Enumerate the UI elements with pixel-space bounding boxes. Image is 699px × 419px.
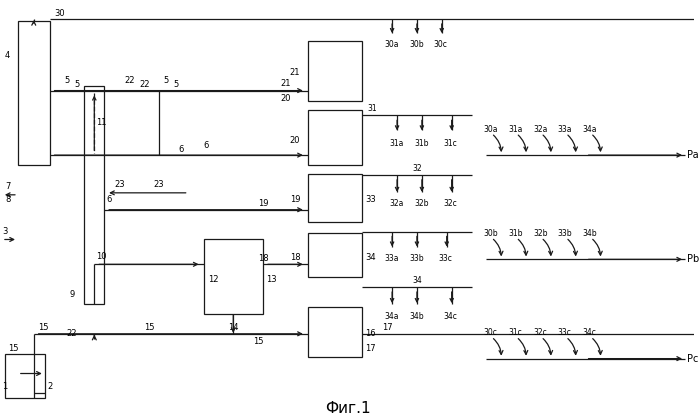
Text: 34b: 34b <box>409 313 424 321</box>
Bar <box>5 354 45 398</box>
Text: 30b: 30b <box>409 40 424 49</box>
Text: 33: 33 <box>366 195 376 204</box>
Text: 33c: 33c <box>558 328 572 337</box>
Text: 32b: 32b <box>414 199 428 208</box>
Text: 31c: 31c <box>444 139 457 148</box>
Text: 32a: 32a <box>389 199 403 208</box>
Text: 33b: 33b <box>409 254 424 263</box>
Text: 13: 13 <box>266 275 277 284</box>
Text: 31: 31 <box>367 104 377 113</box>
Text: 16: 16 <box>366 329 376 338</box>
Text: 31c: 31c <box>508 328 522 337</box>
Text: 5: 5 <box>75 80 80 89</box>
Text: Фиг.1: Фиг.1 <box>324 401 370 416</box>
Text: 23: 23 <box>114 181 125 189</box>
Text: 30: 30 <box>55 9 65 18</box>
Text: Pa: Pa <box>687 150 698 160</box>
Text: 5: 5 <box>174 80 179 89</box>
Text: 2: 2 <box>48 382 53 391</box>
Text: 11: 11 <box>96 118 107 127</box>
Text: 18: 18 <box>290 253 301 262</box>
Text: 30a: 30a <box>484 125 498 134</box>
Text: 34: 34 <box>366 253 376 262</box>
Text: 31a: 31a <box>508 125 523 134</box>
Text: 32c: 32c <box>533 328 547 337</box>
Text: 31a: 31a <box>389 139 403 148</box>
Bar <box>85 85 104 304</box>
Text: 30a: 30a <box>384 40 398 49</box>
Bar <box>308 41 362 101</box>
Text: 32c: 32c <box>444 199 457 208</box>
Text: 22: 22 <box>66 329 77 338</box>
Text: 15: 15 <box>144 323 154 332</box>
Text: 17: 17 <box>382 323 393 332</box>
Text: 21: 21 <box>290 68 301 77</box>
Text: 31b: 31b <box>414 139 428 148</box>
Text: 19: 19 <box>258 199 268 208</box>
Text: 8: 8 <box>5 195 10 204</box>
Text: 5: 5 <box>164 76 169 85</box>
Text: 33a: 33a <box>384 254 398 263</box>
Text: 34: 34 <box>412 276 421 285</box>
Text: 19: 19 <box>290 195 301 204</box>
Bar <box>308 174 362 222</box>
Text: Pc: Pc <box>687 354 698 364</box>
Text: 22: 22 <box>124 76 135 85</box>
Text: 15: 15 <box>8 344 18 353</box>
Text: 32: 32 <box>412 163 421 173</box>
Text: 15: 15 <box>253 337 264 346</box>
Text: 14: 14 <box>229 323 239 332</box>
Text: 17: 17 <box>366 344 376 353</box>
Bar <box>18 21 50 165</box>
Text: 30c: 30c <box>484 328 497 337</box>
Text: 5: 5 <box>64 76 70 85</box>
Text: 21: 21 <box>280 79 291 88</box>
Text: 33b: 33b <box>558 229 572 238</box>
Text: 20: 20 <box>290 136 301 145</box>
Text: 6: 6 <box>179 145 184 154</box>
Text: 9: 9 <box>69 290 75 299</box>
Text: 1: 1 <box>2 382 7 391</box>
Bar <box>308 233 362 277</box>
Text: 34a: 34a <box>384 313 398 321</box>
Text: Pb: Pb <box>687 254 699 264</box>
Text: 6: 6 <box>203 141 209 150</box>
Text: 23: 23 <box>154 181 164 189</box>
Text: 10: 10 <box>96 252 107 261</box>
Text: 6: 6 <box>106 195 112 204</box>
Text: 32a: 32a <box>533 125 547 134</box>
Text: 3: 3 <box>2 227 8 236</box>
Text: 34c: 34c <box>583 328 596 337</box>
Text: 34b: 34b <box>583 229 598 238</box>
Text: 20: 20 <box>280 94 291 103</box>
Text: 15: 15 <box>38 323 48 332</box>
Text: 30c: 30c <box>434 40 447 49</box>
Text: 4: 4 <box>5 52 10 60</box>
Bar <box>308 307 362 357</box>
Text: 32b: 32b <box>533 229 547 238</box>
Bar <box>308 111 362 165</box>
Bar <box>203 240 263 314</box>
Text: 22: 22 <box>139 80 150 89</box>
Text: 34a: 34a <box>583 125 597 134</box>
Text: 18: 18 <box>258 254 268 263</box>
Text: 31b: 31b <box>508 229 523 238</box>
Text: 34c: 34c <box>444 313 458 321</box>
Text: 30b: 30b <box>484 229 498 238</box>
Text: 33c: 33c <box>439 254 453 263</box>
Text: 12: 12 <box>208 275 219 284</box>
Text: 33a: 33a <box>558 125 572 134</box>
Text: 7: 7 <box>5 182 10 191</box>
